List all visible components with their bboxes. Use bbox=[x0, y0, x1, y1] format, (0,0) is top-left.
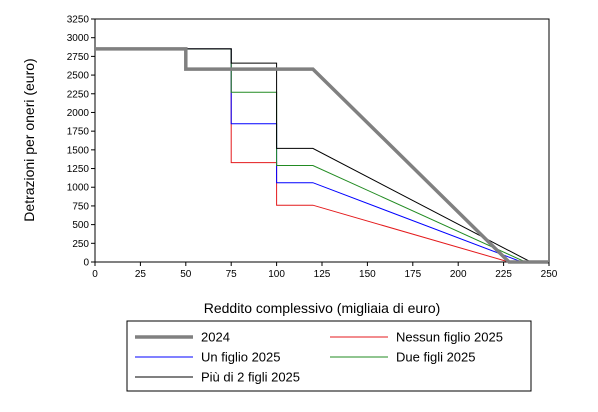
legend-label: Un figlio 2025 bbox=[201, 350, 281, 365]
y-tick-label: 2750 bbox=[67, 52, 90, 63]
y-tick-label: 1750 bbox=[67, 127, 90, 138]
legend-label: Più di 2 figli 2025 bbox=[201, 370, 300, 385]
series-line-4 bbox=[95, 48, 549, 263]
y-tick-label: 1500 bbox=[67, 145, 90, 156]
series-line-3 bbox=[95, 48, 549, 263]
legend-label: Due figli 2025 bbox=[396, 350, 476, 365]
y-tick-label: 750 bbox=[72, 201, 89, 212]
x-tick-label: 225 bbox=[495, 269, 512, 280]
x-tick-label: 0 bbox=[92, 269, 98, 280]
legend: 2024 Nessun figlio 2025 Un figlio 2025 Due … bbox=[126, 320, 532, 392]
y-tick-label: 3000 bbox=[67, 33, 90, 44]
x-tick-label: 150 bbox=[359, 269, 376, 280]
legend-label: 2024 bbox=[201, 330, 230, 345]
y-tick-label: 500 bbox=[72, 220, 89, 231]
x-tick-label: 100 bbox=[268, 269, 285, 280]
y-tick-label: 1250 bbox=[67, 164, 90, 175]
series-line-1 bbox=[95, 48, 549, 263]
y-tick-label: 250 bbox=[72, 239, 89, 250]
x-tick-label: 125 bbox=[314, 269, 331, 280]
y-tick-label: 2000 bbox=[67, 108, 90, 119]
legend-label: Nessun figlio 2025 bbox=[396, 330, 503, 345]
x-tick-label: 200 bbox=[450, 269, 467, 280]
series-line-2 bbox=[95, 48, 549, 263]
legend-box bbox=[126, 320, 532, 392]
plot-area bbox=[94, 18, 550, 264]
y-tick-label: 2500 bbox=[67, 71, 90, 82]
x-tick-label: 50 bbox=[180, 269, 192, 280]
y-tick-label: 3250 bbox=[67, 15, 90, 26]
y-tick-label: 1000 bbox=[67, 183, 90, 194]
x-tick-label: 75 bbox=[226, 269, 238, 280]
y-axis-title: Detrazioni per oneri (euro) bbox=[21, 58, 37, 221]
x-axis-title: Reddito complessivo (migliaia di euro) bbox=[204, 300, 441, 316]
x-axis: 0 25 50 75 100 125 150 175 200 225 250 bbox=[92, 262, 558, 280]
plot-frame bbox=[94, 18, 550, 263]
y-axis: 0 250 500 750 1000 1250 1500 1750 2000 2250 2500 27… bbox=[67, 15, 95, 269]
x-tick-label: 175 bbox=[404, 269, 421, 280]
y-tick-label: 2250 bbox=[67, 89, 90, 100]
x-tick-label: 25 bbox=[135, 269, 147, 280]
series-line-0 bbox=[95, 47, 549, 264]
y-tick-label: 0 bbox=[83, 258, 89, 269]
x-tick-label: 250 bbox=[541, 269, 558, 280]
